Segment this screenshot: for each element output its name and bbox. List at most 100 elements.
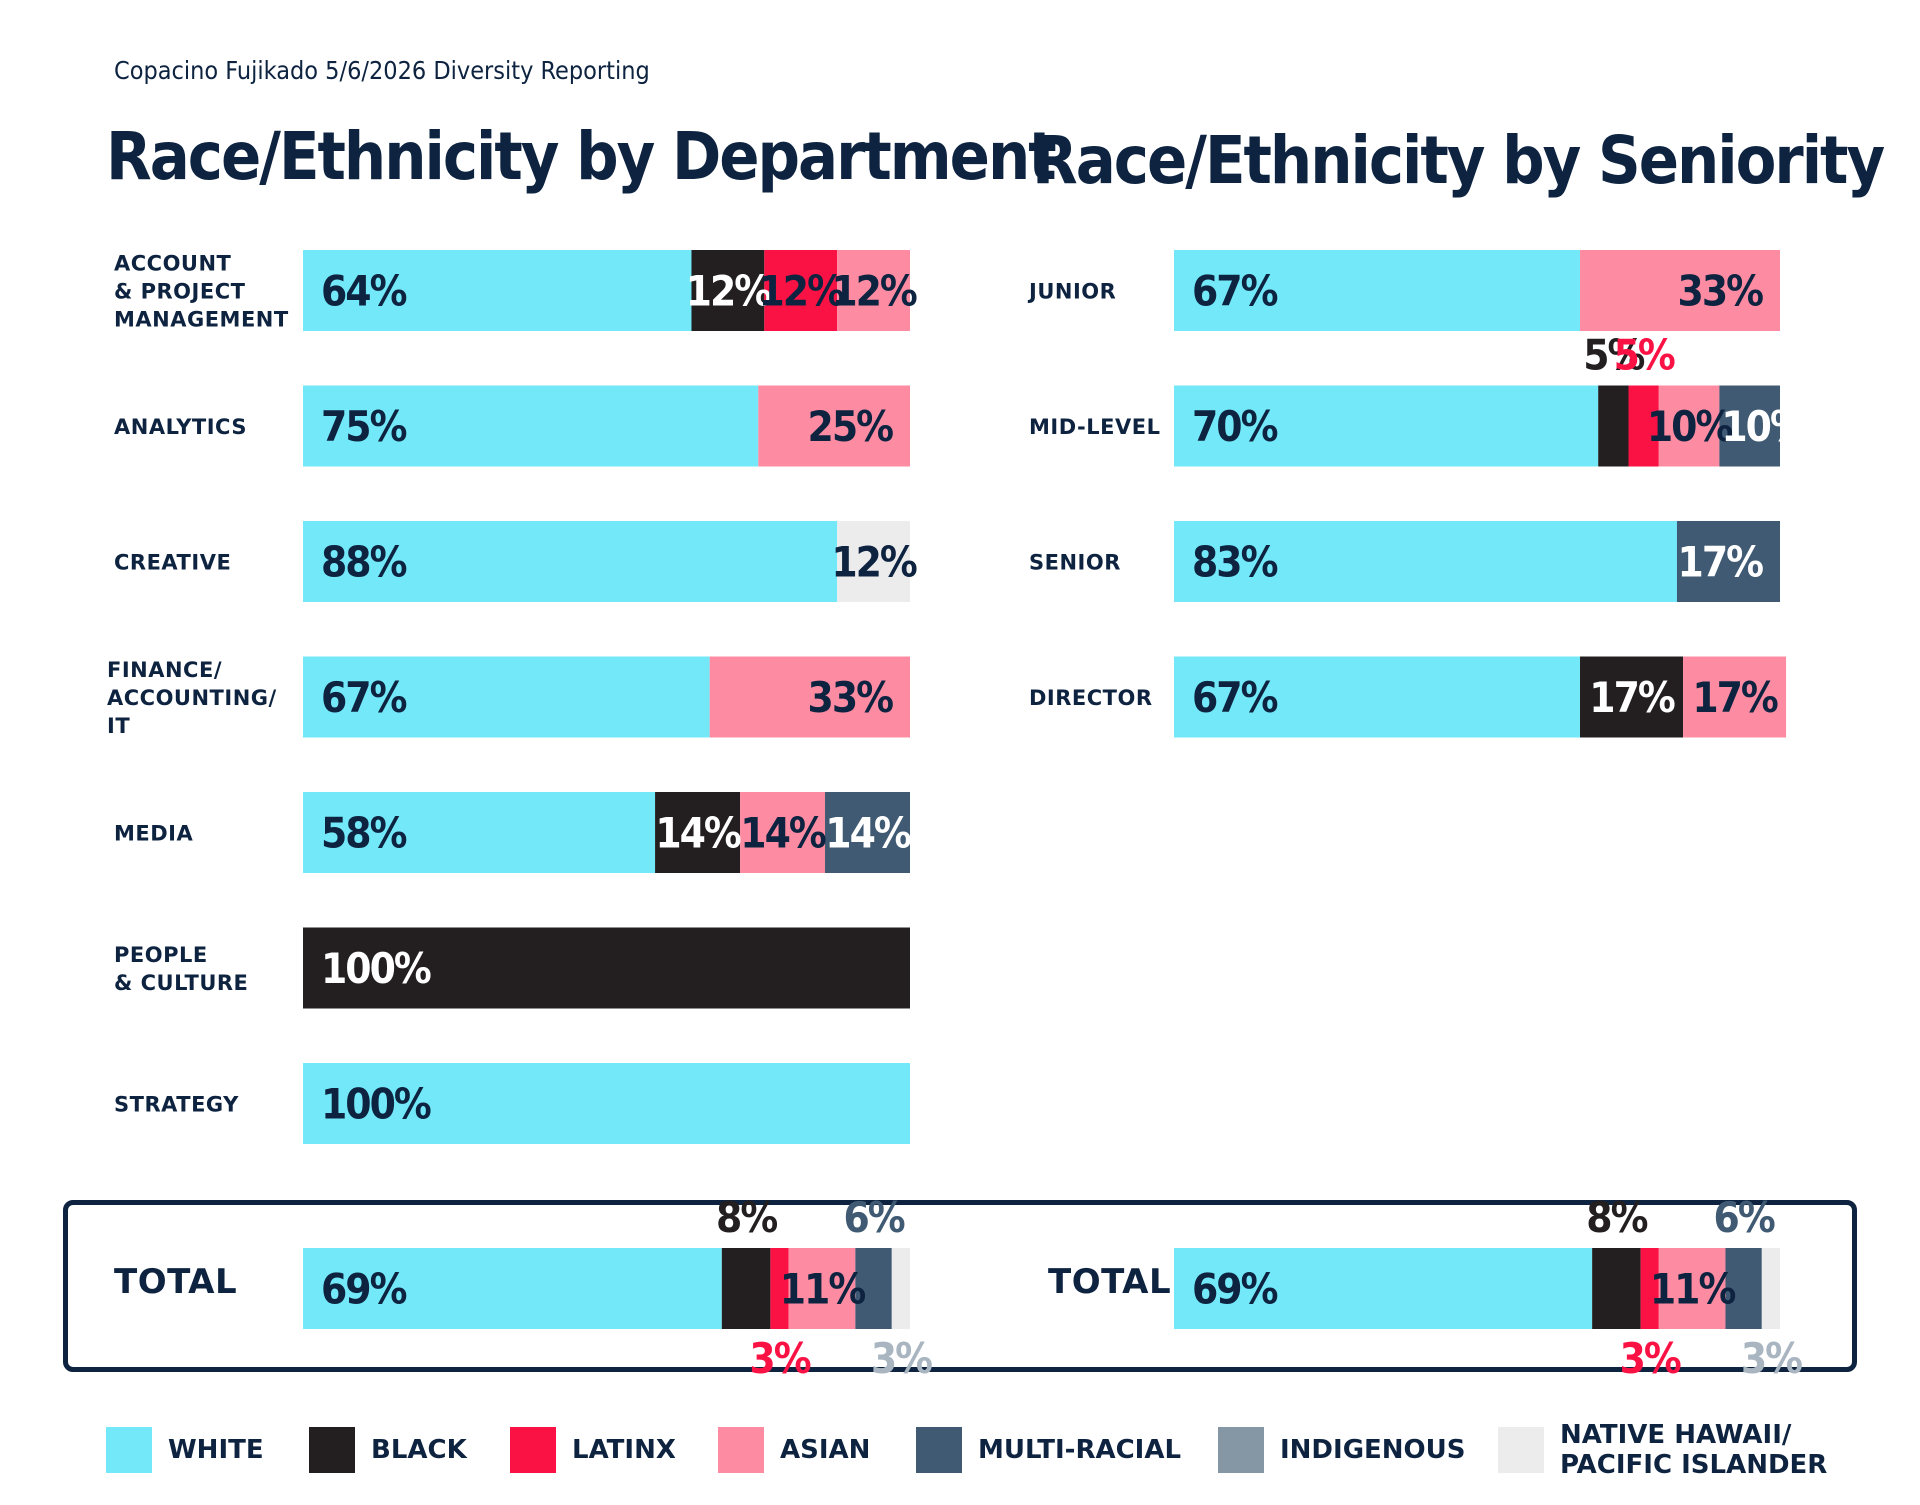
seniority-row-3-value-asian: 17% — [1692, 673, 1778, 722]
seniority-label-0: JUNIOR — [1027, 280, 1116, 304]
legend-label-white: WHITE — [168, 1435, 264, 1465]
legend-item-latinx: LATINX — [510, 1410, 676, 1490]
department-label-0: ACCOUNT & PROJECT MANAGEMENT — [114, 252, 289, 332]
department-row-3-value-asian: 33% — [808, 673, 894, 722]
legend-swatch-asian — [718, 1427, 764, 1473]
seniority-row-3-value-white: 67% — [1192, 673, 1278, 722]
department-row-4-bar-multiracial — [825, 792, 910, 873]
seniority-row-2-bar-white — [1174, 521, 1677, 602]
department-row-0-value-asian: 12% — [831, 267, 917, 316]
department-total-bar-asian — [788, 1248, 856, 1329]
department-label-6: STRATEGY — [114, 1093, 239, 1117]
seniority-row-0-bar-white — [1174, 250, 1581, 331]
seniority-total-bar-asian — [1658, 1248, 1726, 1329]
department-total-value-latinx: 3% — [749, 1334, 810, 1383]
legend-label-multiracial: MULTI-RACIAL — [978, 1435, 1182, 1465]
legend-item-nhpi: NATIVE HAWAII/ PACIFIC ISLANDER — [1498, 1410, 1827, 1490]
department-row-4-value-asian: 14% — [740, 809, 826, 858]
department-total-value-multiracial: 6% — [844, 1193, 905, 1242]
legend-label-asian: ASIAN — [780, 1435, 871, 1465]
seniority-row-1-bar-asian — [1658, 385, 1720, 467]
department-row-2-value-nhpi: 12% — [831, 538, 917, 587]
department-total-bar-black — [721, 1248, 771, 1329]
department-label-5: PEOPLE & CULTURE — [114, 943, 248, 995]
department-row-5-bar-black — [303, 927, 910, 1009]
legend-label-black: BLACK — [371, 1435, 467, 1465]
seniority-total-value-black: 8% — [1586, 1193, 1647, 1242]
department-label-1: ANALYTICS — [114, 415, 247, 439]
legend-swatch-nhpi — [1498, 1427, 1544, 1473]
legend-label-indigenous: INDIGENOUS — [1280, 1435, 1466, 1465]
seniority-total-bar-nhpi — [1761, 1248, 1780, 1329]
department-row-1-value-white: 75% — [321, 402, 407, 451]
seniority-row-2-value-white: 83% — [1192, 538, 1278, 587]
department-total-value-black: 8% — [716, 1193, 777, 1242]
legend-item-multiracial: MULTI-RACIAL — [916, 1410, 1181, 1490]
department-row-1-bar-asian — [758, 385, 910, 467]
legend-swatch-latinx — [510, 1427, 556, 1473]
department-row-2-value-white: 88% — [321, 538, 407, 587]
seniority-total-value-latinx: 3% — [1620, 1334, 1681, 1383]
seniority-row-0-value-asian: 33% — [1678, 267, 1764, 316]
legend-swatch-multiracial — [916, 1427, 962, 1473]
department-row-4-bar-white — [303, 792, 656, 873]
department-row-6-bar-white — [303, 1063, 910, 1144]
seniority-label-2: SENIOR — [1029, 551, 1121, 575]
department-row-0-bar-latinx — [764, 250, 838, 331]
seniority-row-1-bar-white — [1174, 385, 1599, 467]
seniority-row-3-bar-asian — [1683, 656, 1787, 738]
seniority-row-2-bar-multiracial — [1676, 521, 1780, 602]
seniority-row-1-bar-multiracial — [1719, 385, 1780, 467]
department-row-1-bar-white — [303, 385, 759, 467]
seniority-total-bar-black — [1592, 1248, 1641, 1329]
department-label-4: MEDIA — [114, 822, 193, 846]
department-label-2: CREATIVE — [114, 551, 231, 575]
seniority-total-value-asian: 11% — [1650, 1265, 1736, 1314]
seniority-total-bar-latinx — [1640, 1248, 1659, 1329]
department-row-3-bar-asian — [709, 656, 910, 738]
seniority-row-1-value-black: 5% — [1583, 331, 1644, 380]
seniority-label-1: MID-LEVEL — [1029, 415, 1160, 439]
legend-item-white: WHITE — [106, 1410, 264, 1490]
department-chart-title: Race/Ethnicity by Department — [106, 118, 1057, 195]
seniority-row-3-bar-white — [1174, 656, 1581, 738]
legend: WHITE BLACK LATINX ASIAN MULTI-RACIAL INDIGEN… — [106, 1410, 1866, 1490]
seniority-row-3-value-black: 17% — [1589, 673, 1675, 722]
seniority-total-bar-white — [1174, 1248, 1593, 1329]
department-row-6-value-white: 100% — [321, 1080, 431, 1129]
department-row-4-value-multiracial: 14% — [825, 809, 911, 858]
seniority-total-value-white: 69% — [1192, 1265, 1278, 1314]
department-total-bar-nhpi — [891, 1248, 910, 1329]
department-row-0-bar-black — [691, 250, 765, 331]
seniority-row-1-value-multiracial: 10% — [1721, 402, 1807, 451]
department-row-0-value-white: 64% — [321, 267, 407, 316]
seniority-row-1-bar-latinx — [1628, 385, 1659, 467]
seniority-row-0-value-white: 67% — [1192, 267, 1278, 316]
seniority-row-1-value-white: 70% — [1192, 402, 1278, 451]
legend-swatch-white — [106, 1427, 152, 1473]
seniority-row-3-bar-black — [1580, 656, 1684, 738]
department-row-3-value-white: 67% — [321, 673, 407, 722]
seniority-row-0-bar-asian — [1580, 250, 1780, 331]
legend-swatch-indigenous — [1218, 1427, 1264, 1473]
department-row-5-value-black: 100% — [321, 944, 431, 993]
department-row-0-value-latinx: 12% — [759, 267, 845, 316]
total-box — [63, 1200, 1857, 1372]
seniority-row-1-bar-black — [1598, 385, 1629, 467]
department-row-0-bar-asian — [837, 250, 910, 331]
department-row-0-value-black: 12% — [686, 267, 772, 316]
report-subtitle: Copacino Fujikado 5/6/2026 Diversity Rep… — [114, 56, 650, 85]
department-total-value-asian: 11% — [780, 1265, 866, 1314]
seniority-total-value-multiracial: 6% — [1714, 1193, 1775, 1242]
seniority-row-2-value-multiracial: 17% — [1678, 538, 1764, 587]
seniority-label-3: DIRECTOR — [1029, 686, 1153, 710]
legend-swatch-black — [309, 1427, 355, 1473]
department-row-4-value-black: 14% — [655, 809, 741, 858]
seniority-row-1-value-asian: 10% — [1647, 402, 1733, 451]
department-row-1-value-asian: 25% — [808, 402, 894, 451]
department-row-4-bar-asian — [740, 792, 826, 873]
seniority-total-label: TOTAL — [1048, 1262, 1171, 1302]
department-label-3: FINANCE/ACCOUNTING/IT — [107, 658, 277, 738]
legend-label-latinx: LATINX — [572, 1435, 676, 1465]
